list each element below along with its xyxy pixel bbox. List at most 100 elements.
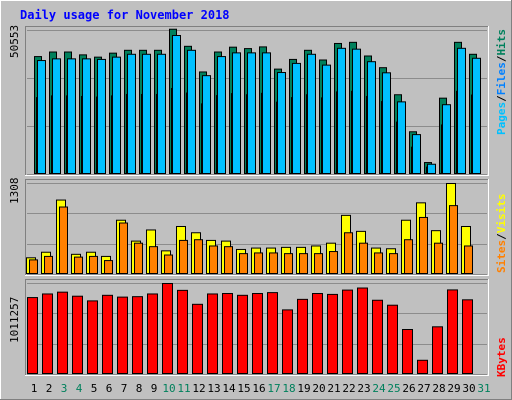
bar-sites: [359, 242, 368, 274]
bar-kbytes: [207, 293, 218, 374]
x-tick-label: 19: [297, 382, 310, 395]
bar-sites: [59, 206, 68, 274]
bar-sites: [419, 216, 428, 274]
bar-pages: [457, 47, 466, 174]
bar-pages: [37, 60, 46, 174]
x-tick-label: 5: [91, 382, 98, 395]
bar-sites: [179, 239, 188, 275]
bar-kbytes: [237, 294, 248, 375]
bar-sites: [44, 255, 53, 274]
bar-kbytes: [102, 294, 113, 375]
chart-title: Daily usage for November 2018: [20, 8, 230, 22]
bar-kbytes: [57, 291, 68, 374]
bar-pages: [307, 53, 316, 174]
bar-pages: [337, 47, 346, 174]
legend-visits: Visits: [495, 194, 508, 234]
bar-kbytes: [177, 289, 188, 375]
bar-kbytes: [372, 299, 383, 374]
bar-kbytes: [357, 287, 368, 375]
bar-pages: [142, 53, 151, 174]
x-tick-label: 25: [387, 382, 400, 395]
bar-pages: [127, 53, 136, 174]
x-tick-label: 8: [136, 382, 143, 395]
bar-sites: [29, 259, 38, 275]
bar-kbytes: [312, 293, 323, 374]
bar-pages: [52, 58, 61, 175]
bar-pages: [67, 58, 76, 175]
bar-sites: [164, 254, 173, 275]
bar-sites: [404, 239, 413, 274]
bar-sites: [269, 252, 278, 275]
bar-kbytes: [267, 292, 278, 374]
bar-pages: [427, 163, 436, 175]
x-tick-label: 26: [402, 382, 415, 395]
legend-kbytes: KBytes: [495, 337, 508, 377]
x-tick-label: 3: [61, 382, 68, 395]
bar-kbytes: [117, 296, 128, 375]
bar-kbytes: [402, 329, 413, 375]
x-tick-label: 17: [267, 382, 280, 395]
bar-sites: [194, 239, 203, 274]
bar-sites: [464, 245, 473, 275]
x-tick-label: 10: [162, 382, 175, 395]
bar-kbytes: [417, 359, 428, 374]
bar-sites: [299, 253, 308, 274]
x-tick-label: 9: [151, 382, 158, 395]
bar-pages: [472, 57, 481, 174]
x-tick-label: 14: [222, 382, 236, 395]
bar-pages: [82, 58, 91, 175]
x-tick-label: 16: [252, 382, 265, 395]
bar-sites: [74, 256, 83, 274]
ymax-label-kbytes: 1011257: [8, 297, 21, 343]
x-tick-label: 21: [327, 382, 340, 395]
bar-kbytes: [462, 299, 473, 375]
x-tick-label: 2: [46, 382, 53, 395]
bar-sites: [314, 253, 323, 274]
bar-kbytes: [327, 293, 338, 375]
x-tick-label: 22: [342, 382, 355, 395]
ymax-label-hits: 50553: [8, 25, 21, 58]
bar-pages: [382, 72, 391, 174]
x-tick-label: 15: [237, 382, 250, 395]
bar-sites: [149, 246, 158, 274]
x-tick-label: 28: [432, 382, 445, 395]
bar-sites: [449, 205, 458, 274]
bar-sites: [284, 253, 293, 274]
bar-sites: [239, 253, 248, 274]
legend-pages: Pages: [495, 102, 508, 135]
bar-pages: [412, 134, 421, 175]
bar-kbytes: [192, 303, 203, 374]
bar-pages: [247, 52, 256, 174]
bar-kbytes: [27, 297, 38, 374]
x-axis-day-labels: 1 2 3 4 5 6 7 8 9 10 11 12 13 14 15 16 17 18 19 20 21 22 23 24 2…: [31, 382, 491, 395]
legend-hits: Hits: [495, 29, 508, 56]
bars: [26, 28, 481, 375]
x-tick-label: 7: [121, 382, 128, 395]
bar-sites: [104, 260, 113, 275]
bar-sites: [374, 252, 383, 275]
bar-pages: [442, 104, 451, 174]
x-tick-label: 11: [177, 382, 190, 395]
legend-sites-visits: Sites/Visits: [495, 194, 508, 274]
legend-sites: Sites: [495, 240, 508, 273]
legend-sep-2: /: [495, 55, 508, 62]
bar-kbytes: [342, 289, 353, 375]
bar-pages: [367, 61, 376, 175]
bar-pages: [187, 49, 196, 175]
bar-pages: [322, 64, 331, 174]
bar-kbytes: [42, 293, 53, 374]
x-tick-label: 24: [372, 382, 386, 395]
x-tick-label: 31: [477, 382, 490, 395]
bar-pages: [112, 56, 121, 174]
bar-sites: [434, 242, 443, 274]
x-tick-label: 27: [417, 382, 430, 395]
x-tick-label: 30: [462, 382, 475, 395]
x-tick-label: 6: [106, 382, 113, 395]
bar-kbytes: [222, 293, 233, 374]
bar-sites: [224, 246, 233, 274]
bar-kbytes: [387, 304, 398, 374]
legend-sep-3: /: [495, 233, 508, 240]
bar-pages: [217, 56, 226, 174]
x-tick-label: 4: [76, 382, 83, 395]
x-tick-label: 29: [447, 382, 460, 395]
